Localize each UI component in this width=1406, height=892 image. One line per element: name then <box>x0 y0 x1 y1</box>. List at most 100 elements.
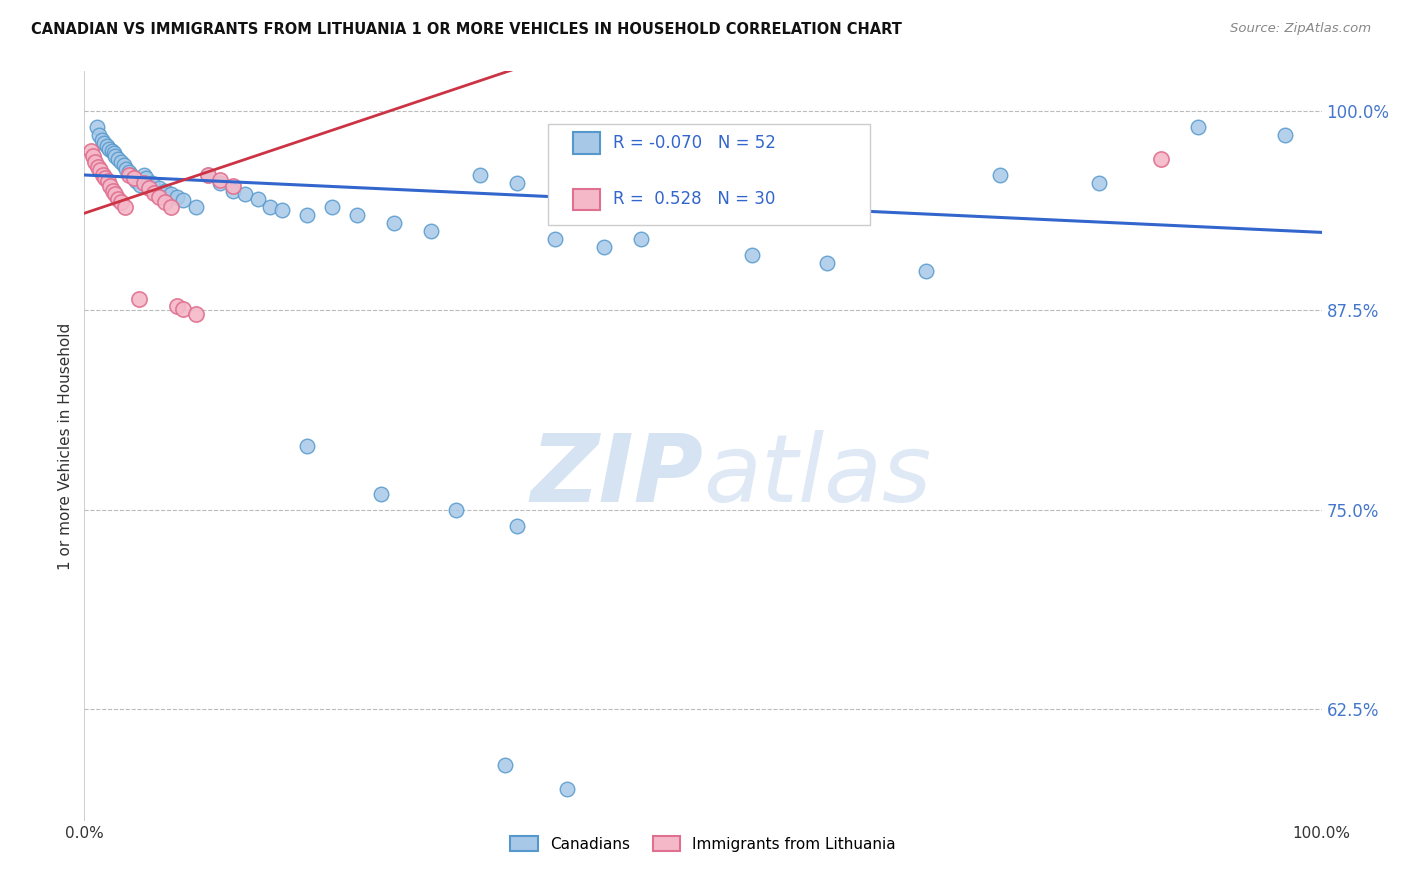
Point <box>96 139 118 153</box>
Point <box>494 757 516 772</box>
Point <box>79 144 101 158</box>
Text: R = -0.070   N = 52: R = -0.070 N = 52 <box>613 134 776 152</box>
Point <box>470 168 492 182</box>
Point <box>104 149 127 163</box>
Point <box>110 155 132 169</box>
Point <box>815 255 838 269</box>
Point <box>209 176 232 190</box>
Point <box>82 149 104 163</box>
Point <box>94 171 117 186</box>
Point <box>209 173 232 187</box>
Legend: Canadians, Immigrants from Lithuania: Canadians, Immigrants from Lithuania <box>503 830 903 858</box>
Point <box>148 190 170 204</box>
Point <box>100 144 122 158</box>
Text: atlas: atlas <box>703 431 931 522</box>
Point <box>1274 128 1296 142</box>
Point <box>197 168 219 182</box>
Point <box>122 171 145 186</box>
Point <box>988 168 1011 182</box>
Point <box>197 168 219 182</box>
Point <box>118 168 141 182</box>
Point <box>129 178 152 192</box>
Point <box>141 176 163 190</box>
Point <box>148 180 170 194</box>
Point <box>120 168 142 182</box>
Point <box>555 781 578 796</box>
Point <box>321 200 343 214</box>
Point <box>110 195 132 210</box>
Point <box>184 200 207 214</box>
Point <box>222 179 245 194</box>
Point <box>103 145 125 160</box>
Point <box>246 192 269 206</box>
Point <box>122 171 145 186</box>
Text: CANADIAN VS IMMIGRANTS FROM LITHUANIA 1 OR MORE VEHICLES IN HOUSEHOLD CORRELATIO: CANADIAN VS IMMIGRANTS FROM LITHUANIA 1 … <box>31 22 901 37</box>
Point <box>87 160 110 174</box>
Point <box>271 202 294 217</box>
Point <box>86 120 108 135</box>
Point <box>184 307 207 321</box>
Point <box>382 216 405 230</box>
Point <box>233 187 256 202</box>
Point <box>89 128 111 142</box>
Point <box>172 194 194 208</box>
Point <box>118 165 141 179</box>
Point <box>125 174 148 188</box>
Point <box>160 187 183 202</box>
Point <box>107 152 129 166</box>
Point <box>741 248 763 262</box>
Point <box>128 293 150 307</box>
Point <box>89 163 111 178</box>
Point <box>1088 176 1111 190</box>
Y-axis label: 1 or more Vehicles in Household: 1 or more Vehicles in Household <box>58 322 73 570</box>
FancyBboxPatch shape <box>548 124 870 225</box>
Point <box>692 176 714 190</box>
Point <box>914 263 936 277</box>
Point <box>114 200 136 214</box>
Point <box>295 208 318 222</box>
Point <box>93 136 115 150</box>
Point <box>91 168 114 182</box>
Point <box>593 240 616 254</box>
Point <box>132 176 155 190</box>
Point <box>166 190 188 204</box>
Point <box>419 224 441 238</box>
Point <box>444 502 467 516</box>
Point <box>107 192 129 206</box>
Point <box>166 299 188 313</box>
Point <box>135 171 157 186</box>
Point <box>506 176 529 190</box>
Point <box>138 180 160 194</box>
Point <box>346 208 368 222</box>
Point <box>160 200 183 214</box>
Text: Source: ZipAtlas.com: Source: ZipAtlas.com <box>1230 22 1371 36</box>
Point <box>90 133 112 147</box>
Point <box>142 186 165 200</box>
Point <box>370 487 392 501</box>
Point <box>172 301 194 316</box>
Point <box>101 184 124 198</box>
Point <box>104 187 127 202</box>
Point <box>506 518 529 533</box>
Point <box>1150 152 1173 166</box>
Point <box>295 439 318 453</box>
Point <box>84 155 107 169</box>
Text: ZIP: ZIP <box>530 430 703 522</box>
FancyBboxPatch shape <box>574 188 600 210</box>
Point <box>543 232 565 246</box>
Point <box>112 158 135 172</box>
Point <box>222 184 245 198</box>
Point <box>643 168 665 182</box>
Point <box>98 143 121 157</box>
Point <box>1187 120 1209 135</box>
Point <box>115 161 138 176</box>
Point <box>259 200 281 214</box>
Point <box>630 232 652 246</box>
Point <box>153 195 176 210</box>
Text: R =  0.528   N = 30: R = 0.528 N = 30 <box>613 190 775 208</box>
Point <box>97 174 120 188</box>
Point <box>153 184 176 198</box>
Point <box>98 179 121 194</box>
Point <box>132 168 155 182</box>
FancyBboxPatch shape <box>574 132 600 153</box>
